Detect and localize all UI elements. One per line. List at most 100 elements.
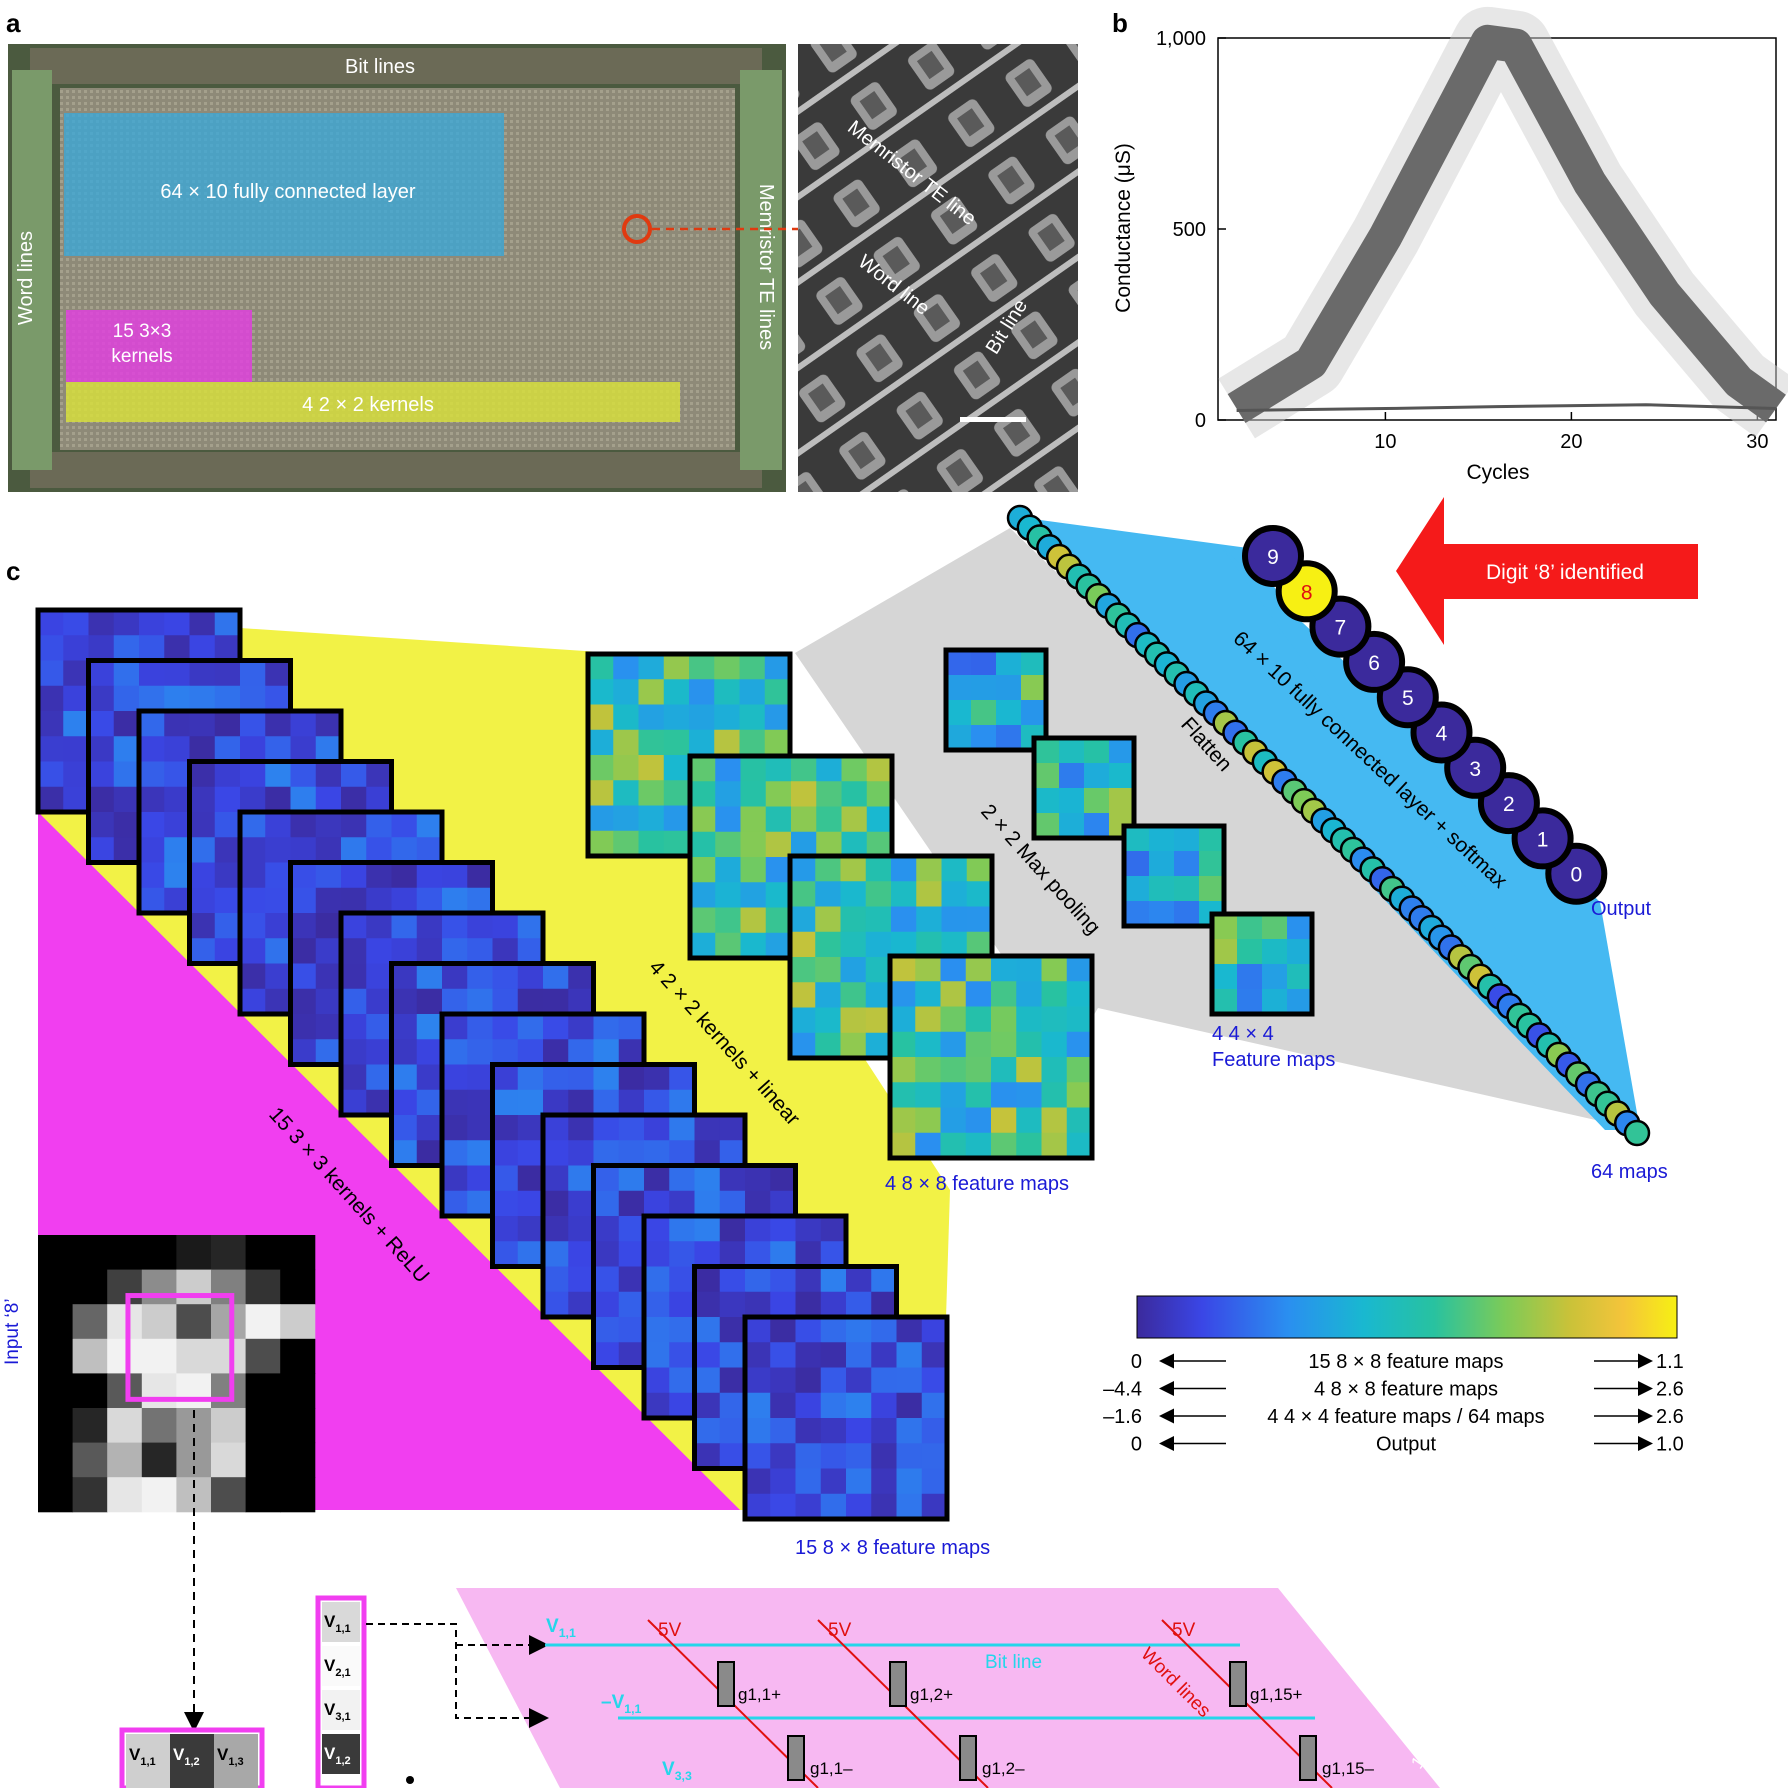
map-cell — [1021, 675, 1047, 701]
map-cell — [896, 1443, 923, 1469]
map-cell — [593, 1089, 620, 1116]
map-cell — [669, 1165, 695, 1192]
map-cell — [663, 755, 690, 781]
map-cell — [543, 1266, 569, 1293]
map-cell — [139, 837, 165, 863]
map-cell — [1237, 964, 1263, 990]
map-cell — [38, 761, 64, 788]
map-cell — [391, 812, 418, 838]
input-pixel — [141, 1304, 177, 1340]
map-cell — [139, 660, 165, 687]
map-cell — [820, 1493, 847, 1520]
map-cell — [492, 1165, 519, 1192]
map-cell — [1149, 826, 1175, 852]
cbar-max: 2.6 — [1656, 1406, 1684, 1428]
map-cell — [820, 1367, 847, 1394]
map-cell — [840, 931, 867, 958]
crossbar-schematic: V1,1 V2,1 V3,1 V1,2 V1,1 V1,2 V1,3 V1,1 –V1,1 V3,… — [119, 1588, 1440, 1788]
input-pixel — [245, 1338, 281, 1374]
y-tick-label: 0 — [1195, 410, 1206, 432]
map-cell — [467, 1115, 493, 1141]
map-cell — [715, 932, 741, 959]
map-cell — [638, 704, 665, 731]
input-pixel — [107, 1304, 143, 1340]
map-cell — [315, 887, 342, 914]
map-cell — [971, 650, 997, 676]
map-cell — [1174, 876, 1200, 902]
map-cell — [1109, 788, 1135, 814]
g-minus-label: g1,1– — [810, 1759, 853, 1778]
map-cell — [38, 635, 64, 661]
map-cell — [442, 1165, 468, 1192]
map-cell — [791, 806, 817, 833]
input-pixel — [176, 1235, 212, 1271]
map-cell — [795, 1241, 822, 1267]
map-cell — [1016, 1006, 1042, 1033]
map-cell — [1287, 914, 1313, 940]
map-cell — [618, 1291, 645, 1318]
map-cell — [265, 938, 291, 964]
map-cell — [290, 1039, 317, 1065]
memristor-plus — [889, 1661, 907, 1707]
map-cell — [492, 988, 519, 1015]
map-cell — [965, 956, 992, 982]
input-pixel — [38, 1269, 74, 1305]
input-pixel — [245, 1477, 281, 1513]
map-cell — [790, 1007, 816, 1034]
map-cell — [290, 711, 317, 737]
map-cell — [795, 1443, 822, 1469]
map-cell — [719, 1165, 746, 1192]
map-cell — [618, 1089, 645, 1116]
map-cell — [820, 1291, 847, 1318]
bit-line-label: Bit line — [985, 1652, 1042, 1673]
map-cell — [265, 887, 291, 914]
map-cell — [663, 830, 690, 857]
map-cell — [946, 725, 972, 751]
map-border — [943, 647, 1049, 753]
map-cell — [1016, 981, 1042, 1007]
map-cell — [391, 938, 418, 964]
map-cell — [517, 1241, 544, 1267]
input-vector-cell — [322, 1646, 360, 1686]
map-cell — [442, 988, 468, 1015]
map-cell — [669, 1115, 695, 1141]
map-cell — [644, 1241, 670, 1267]
input-label: Input ‘8’ — [2, 1298, 23, 1365]
map-cell — [214, 812, 241, 838]
map-border — [1209, 911, 1315, 1017]
conductance-chart: 0 500 1,000 10 20 30 Cycles Conductance (μS) — [1112, 6, 1788, 484]
input-pixel — [280, 1477, 316, 1513]
cbar-row-name: Output — [1376, 1434, 1436, 1456]
map-cell — [618, 1241, 645, 1267]
map-cell — [391, 1064, 418, 1091]
map-cell — [164, 812, 190, 838]
y-tick-label: 1,000 — [1156, 28, 1206, 50]
map-cell — [63, 685, 89, 712]
map-cell — [644, 1064, 670, 1091]
map-cell — [492, 913, 519, 939]
map-cell — [240, 887, 266, 914]
map-cell — [690, 756, 716, 782]
map-cell — [517, 988, 544, 1015]
map-cell — [613, 704, 639, 731]
map-cell — [442, 887, 468, 914]
input-vector-cell — [322, 1734, 360, 1774]
map-cell — [1262, 914, 1288, 940]
map-cell — [290, 988, 317, 1015]
input-pixel — [176, 1269, 212, 1305]
map-cell — [689, 704, 715, 731]
input-pixel — [38, 1408, 74, 1444]
map-cell — [1041, 1132, 1068, 1159]
map-cell — [517, 1039, 544, 1065]
map-cell — [715, 882, 741, 908]
input-pixel — [211, 1442, 247, 1478]
map-cell — [946, 650, 972, 676]
map-cell — [164, 887, 190, 914]
map-cell — [719, 1115, 746, 1141]
map-cell — [1124, 851, 1150, 877]
input-pixel — [141, 1373, 177, 1409]
map-cell — [618, 1115, 645, 1141]
map-cell — [663, 780, 690, 806]
map-cell — [341, 1039, 367, 1065]
map-cell — [139, 685, 165, 712]
